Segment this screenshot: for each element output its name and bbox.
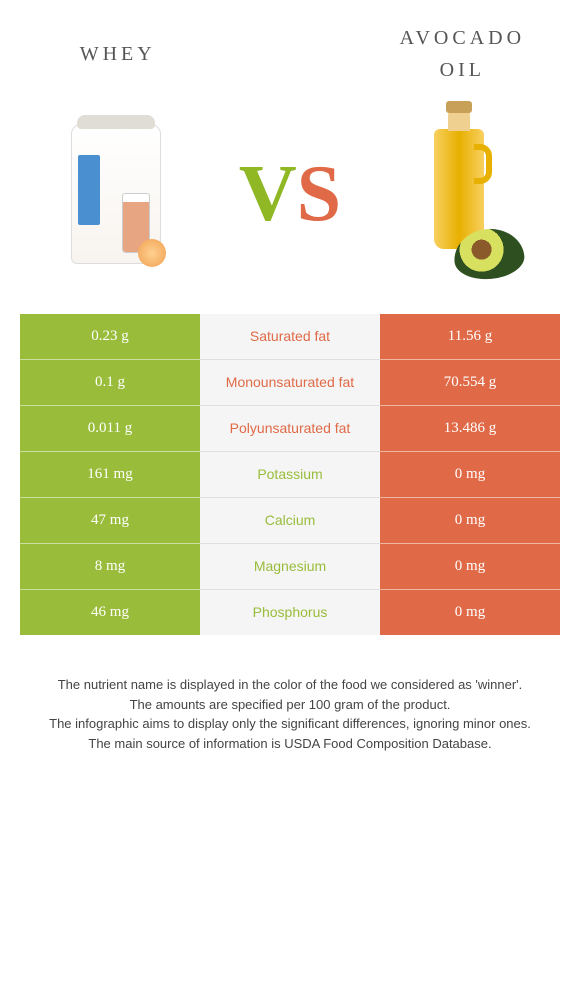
right-value: 70.554 g (380, 359, 560, 405)
footer-line-3: The infographic aims to display only the… (30, 714, 550, 734)
right-value: 0 mg (380, 543, 560, 589)
avocado-oil-image (367, 104, 560, 284)
nutrient-label: Phosphorus (200, 589, 380, 635)
nutrient-label: Calcium (200, 497, 380, 543)
vs-v: V (239, 150, 297, 238)
table-row: 0.23 gSaturated fat11.56 g (20, 314, 560, 359)
hero-row: VS (0, 94, 580, 314)
nutrient-label: Monounsaturated fat (200, 359, 380, 405)
footer-line-1: The nutrient name is displayed in the co… (30, 675, 550, 695)
right-value: 11.56 g (380, 314, 560, 359)
table-row: 47 mgCalcium0 mg (20, 497, 560, 543)
table-row: 8 mgMagnesium0 mg (20, 543, 560, 589)
nutrient-label: Saturated fat (200, 314, 380, 359)
left-value: 46 mg (20, 589, 200, 635)
vs-label: VS (213, 149, 367, 240)
footer-line-2: The amounts are specified per 100 gram o… (30, 695, 550, 715)
table-row: 0.011 gPolyunsaturated fat13.486 g (20, 405, 560, 451)
left-value: 8 mg (20, 543, 200, 589)
footer-line-4: The main source of information is USDA F… (30, 734, 550, 754)
nutrient-label: Magnesium (200, 543, 380, 589)
nutrient-label: Polyunsaturated fat (200, 405, 380, 451)
table-row: 0.1 gMonounsaturated fat70.554 g (20, 359, 560, 405)
left-value: 47 mg (20, 497, 200, 543)
left-value: 0.1 g (20, 359, 200, 405)
comparison-table: 0.23 gSaturated fat11.56 g0.1 gMonounsat… (20, 314, 560, 635)
whey-image (20, 104, 213, 284)
right-value: 13.486 g (380, 405, 560, 451)
vs-s: S (297, 150, 342, 238)
table-row: 161 mgPotassium0 mg (20, 451, 560, 497)
left-value: 161 mg (20, 451, 200, 497)
left-value: 0.23 g (20, 314, 200, 359)
right-value: 0 mg (380, 451, 560, 497)
right-value: 0 mg (380, 589, 560, 635)
header-right-l2: oil (440, 52, 485, 83)
header-right-l1: avocado (400, 20, 525, 51)
header: whey avocado oil (0, 0, 580, 94)
header-left: whey (10, 36, 225, 68)
nutrient-label: Potassium (200, 451, 380, 497)
left-value: 0.011 g (20, 405, 200, 451)
table-row: 46 mgPhosphorus0 mg (20, 589, 560, 635)
header-right: avocado oil (355, 20, 570, 84)
right-value: 0 mg (380, 497, 560, 543)
footer-notes: The nutrient name is displayed in the co… (30, 675, 550, 753)
